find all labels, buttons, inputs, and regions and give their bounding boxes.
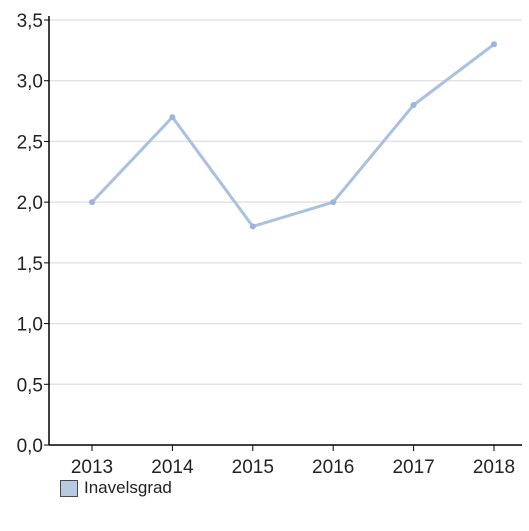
series-line — [90, 42, 496, 228]
legend-label: Inavelsgrad — [84, 478, 172, 497]
y-axis-ticks: 0,0 0,5 1,0 1,5 2,0 2,5 3,0 3,5 — [17, 11, 49, 457]
x-tick-label: 2018 — [473, 457, 515, 478]
y-tick-label: 0,0 — [17, 436, 43, 457]
y-tick-label: 1,5 — [17, 254, 43, 275]
y-tick-label: 3,5 — [17, 11, 43, 32]
data-point — [330, 199, 337, 206]
data-point — [410, 102, 417, 108]
x-tick-label: 2015 — [232, 457, 274, 478]
y-tick-label: 2,5 — [17, 132, 43, 153]
y-tick-label: 1,0 — [17, 315, 43, 336]
x-tick-label: 2013 — [71, 457, 113, 478]
data-point — [169, 114, 176, 121]
legend-swatch — [60, 479, 78, 497]
data-point — [491, 41, 497, 48]
x-tick-label: 2017 — [392, 457, 434, 478]
data-point — [249, 223, 256, 230]
y-tick-label: 0,5 — [17, 375, 43, 396]
data-point — [89, 199, 95, 206]
y-tick-label: 3,0 — [17, 72, 43, 93]
x-tick-label: 2016 — [312, 457, 354, 478]
grid-lines — [49, 19, 522, 386]
x-tick-label: 2014 — [151, 457, 194, 478]
legend: Inavelsgrad — [60, 478, 172, 498]
y-tick-label: 2,0 — [17, 193, 43, 214]
series-inavelsgrad — [89, 41, 497, 230]
x-axis-ticks: 2013 2014 2015 2016 2017 2018 — [71, 445, 515, 478]
axes — [48, 16, 522, 446]
